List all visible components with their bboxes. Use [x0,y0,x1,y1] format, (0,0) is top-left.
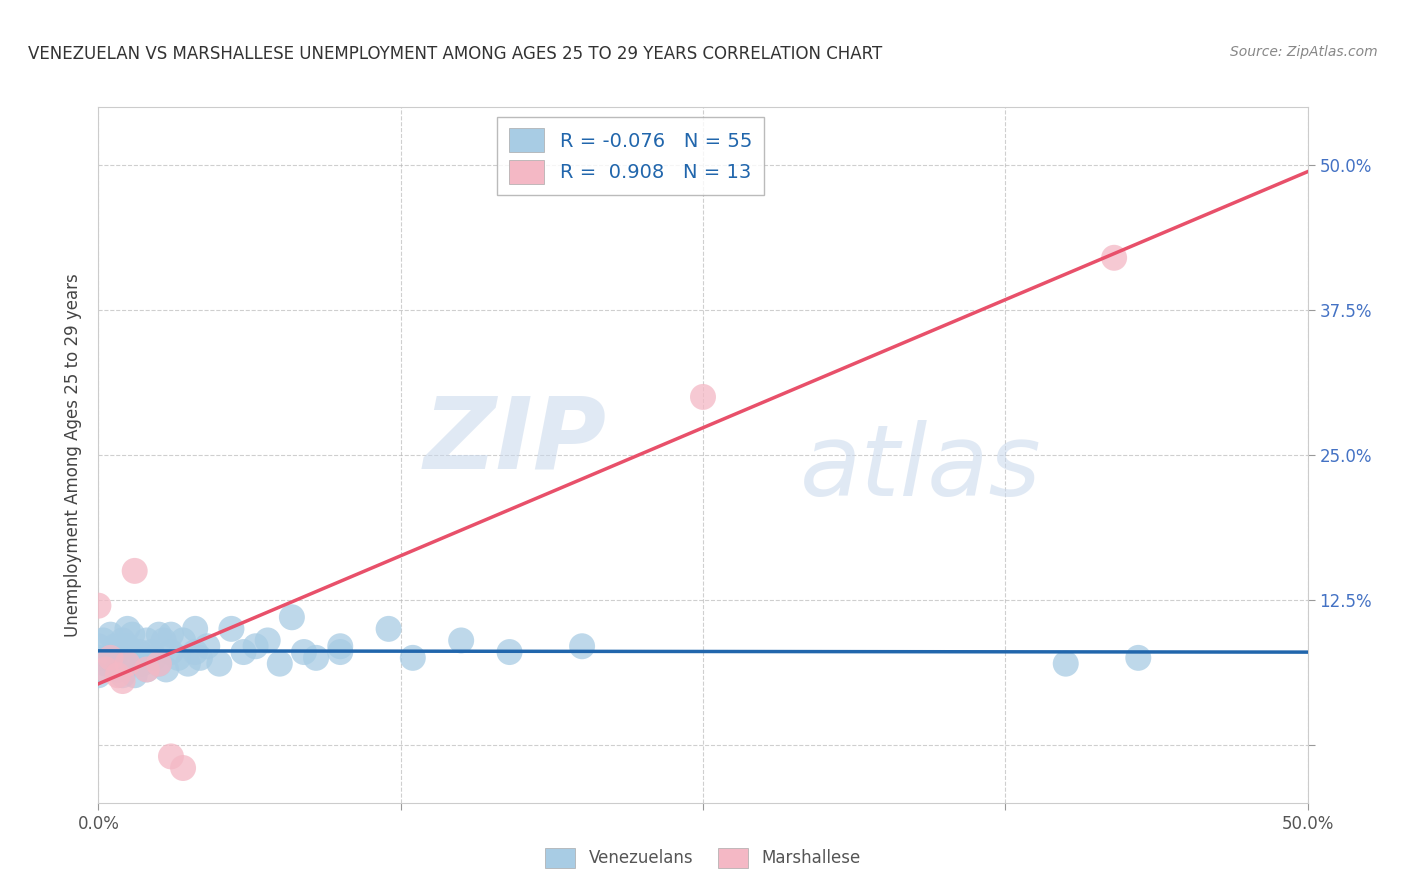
Point [128,645,150,659]
Point [329,639,352,653]
Point [221,622,243,636]
Point [184,645,207,659]
Point [94,662,117,677]
Point [1128,651,1150,665]
Point [124,668,146,682]
Point [107,645,129,659]
Point [1054,657,1077,671]
Point [100,651,122,665]
Text: VENEZUELAN VS MARSHALLESE UNEMPLOYMENT AMONG AGES 25 TO 29 YEARS CORRELATION CHA: VENEZUELAN VS MARSHALLESE UNEMPLOYMENT A… [28,45,883,62]
Point [141,645,163,659]
Point [177,657,200,671]
Point [148,657,170,671]
Point [160,628,183,642]
Point [188,651,211,665]
Point [111,674,134,689]
Point [571,639,593,653]
Point [281,610,304,624]
Point [135,662,157,677]
Point [135,662,157,677]
Y-axis label: Unemployment Among Ages 25 to 29 years: Unemployment Among Ages 25 to 29 years [63,273,82,637]
Point [94,657,117,671]
Point [498,645,520,659]
Point [402,651,425,665]
Point [111,668,134,682]
Point [377,622,399,636]
Legend: Venezuelans, Marshallese: Venezuelans, Marshallese [538,841,868,875]
Point [124,651,146,665]
Point [160,645,183,659]
Point [155,662,177,677]
Point [329,645,352,659]
Point [121,628,143,642]
Point [87,651,110,665]
Point [87,668,110,682]
Point [117,639,139,653]
Point [100,628,122,642]
Point [131,657,153,671]
Point [167,651,190,665]
Point [232,645,254,659]
Text: ZIP: ZIP [423,392,606,490]
Text: Source: ZipAtlas.com: Source: ZipAtlas.com [1230,45,1378,59]
Point [148,628,170,642]
Point [160,749,183,764]
Point [111,651,134,665]
Point [143,651,166,665]
Point [172,761,194,775]
Point [107,662,129,677]
Point [269,657,291,671]
Point [184,622,207,636]
Point [245,639,267,653]
Point [692,390,714,404]
Point [117,622,139,636]
Point [256,633,278,648]
Point [124,564,146,578]
Point [117,657,139,671]
Point [195,639,218,653]
Legend: R = -0.076   N = 55, R =  0.908   N = 13: R = -0.076 N = 55, R = 0.908 N = 13 [498,117,763,195]
Point [148,657,170,671]
Point [100,651,122,665]
Point [135,633,157,648]
Text: atlas: atlas [800,420,1042,517]
Point [87,599,110,613]
Point [305,651,328,665]
Point [208,657,231,671]
Point [450,633,472,648]
Point [1102,251,1125,265]
Point [111,633,134,648]
Point [87,639,110,653]
Point [91,633,114,648]
Point [152,633,174,648]
Point [292,645,315,659]
Point [107,668,129,682]
Point [104,639,127,653]
Point [172,633,194,648]
